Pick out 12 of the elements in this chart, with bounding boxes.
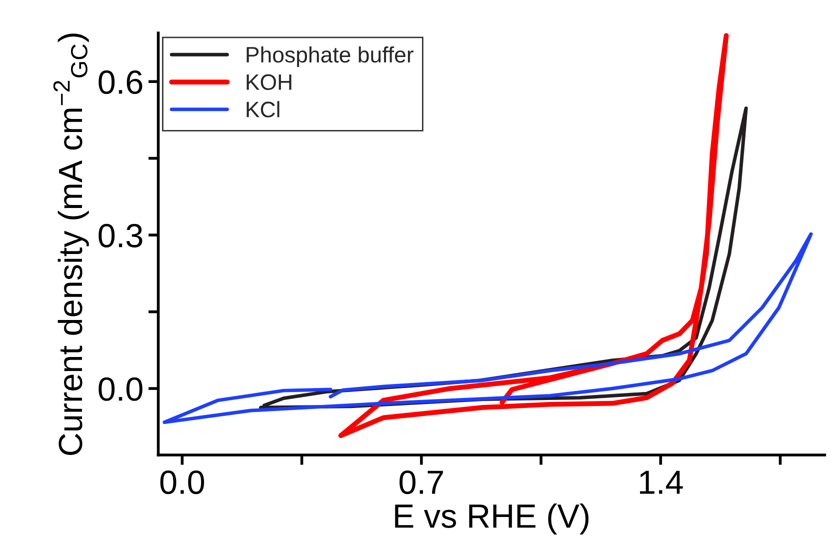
y-axis-title: Current density (mA cm$^{−2}$$_{GC}$) [53, 34, 89, 455]
y-tick-label: 0.3 [98, 224, 142, 248]
legend-label: Phosphate buffer [246, 46, 414, 68]
line-series [162, 232, 813, 424]
y-tick-label: 0.6 [98, 70, 142, 94]
legend-label: KCl [246, 101, 280, 118]
x-tick-label: 1.4 [640, 470, 683, 494]
x-tick-label: 0.0 [160, 470, 204, 494]
y-tick-label: 0.0 [98, 377, 142, 401]
x-tick-label: 0.7 [400, 470, 443, 494]
x-axis-title: E vs RHE (V) [395, 503, 588, 535]
legend-label: KOH [246, 74, 292, 90]
